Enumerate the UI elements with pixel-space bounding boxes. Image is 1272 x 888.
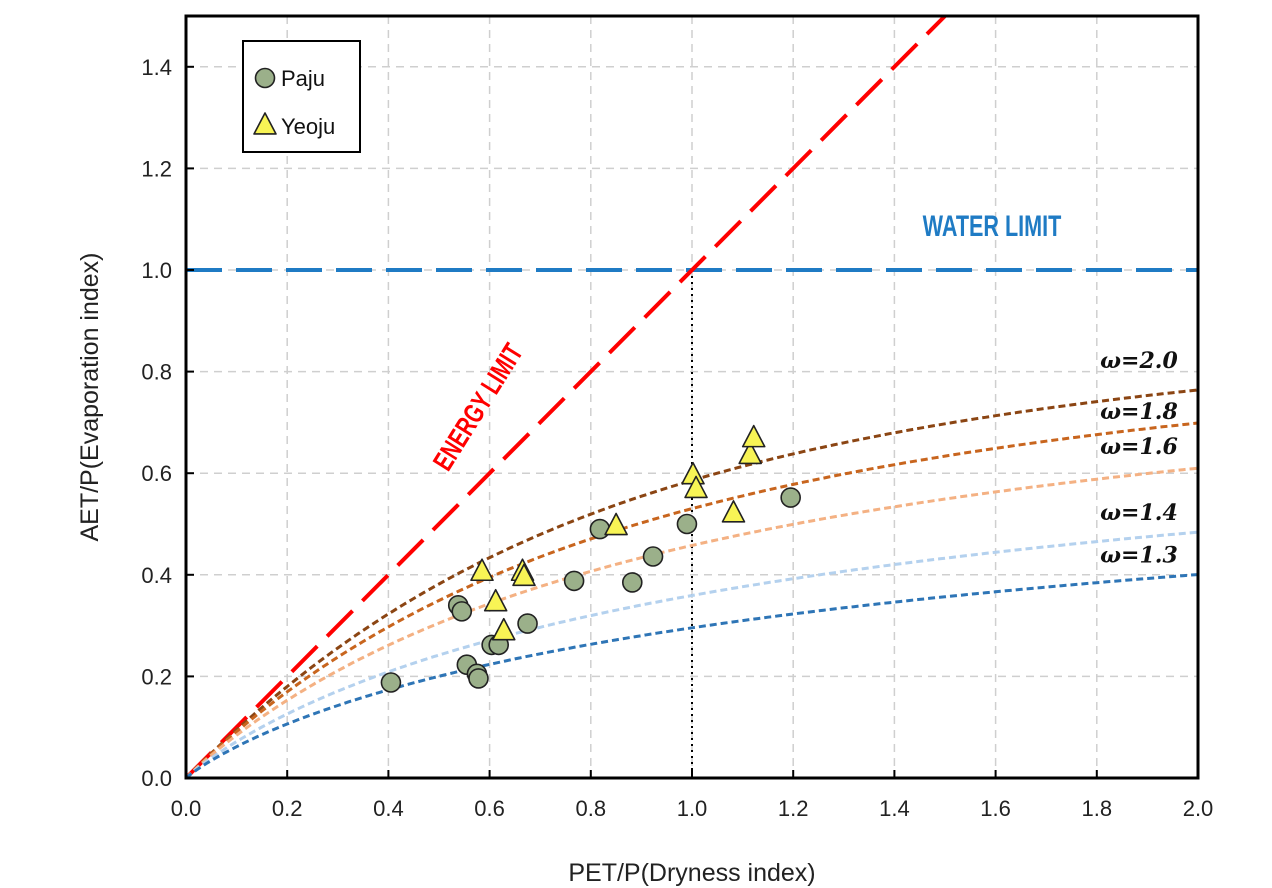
y-tick-label: 0.8 [141,360,172,385]
legend-label: Paju [281,66,325,91]
data-points [380,424,801,693]
point-yeoju [684,475,708,499]
y-tick-label: 1.2 [141,156,172,181]
x-tick-label: 0.2 [272,796,303,821]
energy-limit-line [184,14,947,780]
curve-label: ω=1.8 [1100,399,1178,425]
x-tick-label: 0.4 [373,796,404,821]
point-paju [563,570,585,592]
point-paju [589,518,611,540]
curve-label: ω=1.3 [1100,543,1178,569]
x-tick-label: 2.0 [1183,796,1214,821]
point-paju [676,513,698,535]
point-yeoju [483,588,508,612]
y-tick-label: 0.4 [141,563,172,588]
y-tick-label: 1.0 [141,258,172,283]
curve-label: ω=2.0 [1100,348,1178,374]
legend-marker-yeoju [253,112,277,135]
point-yeoju [470,558,494,582]
water-limit-label: WATER LIMIT [923,208,1062,242]
x-tick-label: 1.2 [778,796,809,821]
budyko-curve [184,388,1199,780]
y-tick-label: 0.0 [141,766,172,791]
point-yeoju [721,500,746,523]
point-paju [380,672,402,693]
budyko-curve [184,466,1199,780]
curve-label: ω=1.4 [1100,500,1178,526]
point-yeoju [738,441,762,465]
x-tick-label: 1.8 [1082,796,1113,821]
y-tick-label: 0.2 [141,664,172,689]
energy-limit-label: ENERGY LIMIT [428,339,530,477]
legend-marker-paju [254,67,276,89]
y-axis-label: AET/P(Evaporation index) [76,252,104,541]
budyko-curve [185,573,1199,780]
y-tick-label: 1.4 [141,55,172,80]
point-paju [621,572,643,593]
legend: Paju Yeoju [242,40,361,153]
x-tick-label: 0.8 [576,796,607,821]
point-yeoju [512,563,536,587]
point-paju [468,668,489,689]
x-tick-label: 0.0 [171,796,202,821]
x-axis-label: PET/P(Dryness index) [568,859,815,887]
x-tick-label: 1.6 [980,796,1011,821]
axis-ticks: 0.0 0.2 0.4 0.6 0.8 1.0 1.2 1.4 1.6 1.8 2.0 0.0 0.2 0… [141,55,1213,821]
budyko-curve [185,530,1199,780]
curve-label: ω=1.6 [1100,434,1178,460]
point-paju [517,613,538,634]
x-tick-label: 1.4 [879,796,910,821]
legend-label: Yeoju [281,114,335,139]
budyko-curve [184,421,1199,780]
point-paju [780,487,801,508]
legend-box [242,40,361,153]
x-tick-label: 1.0 [677,796,708,821]
point-paju [451,601,473,622]
chart-labels: PET/P(Dryness index) AET/P(Evaporation in… [76,208,1178,887]
point-yeoju [491,617,516,641]
y-tick-label: 0.6 [141,461,172,486]
budyko-curves [184,388,1199,780]
point-paju [642,546,664,567]
x-tick-label: 0.6 [474,796,505,821]
point-yeoju [741,424,766,448]
point-yeoju [604,512,628,536]
